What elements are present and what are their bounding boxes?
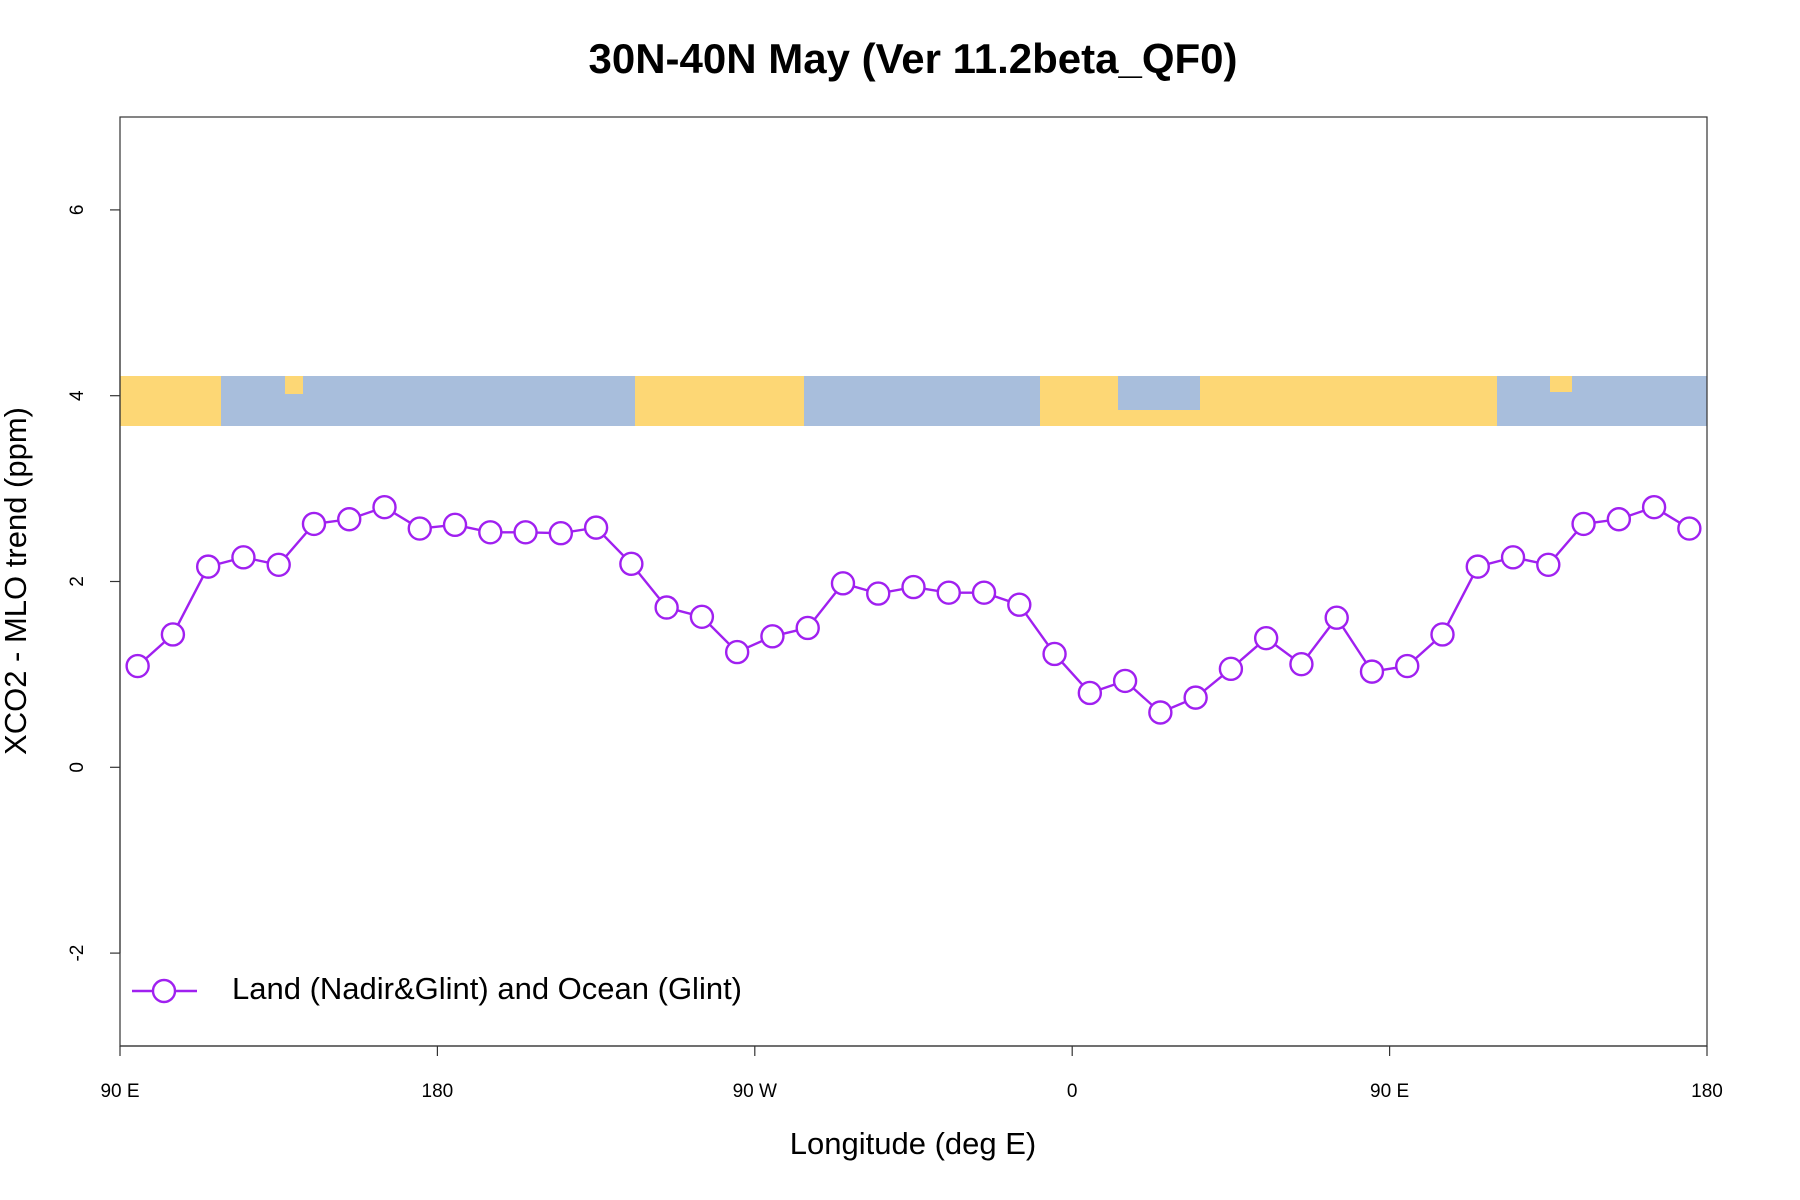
x-tick-label: 0 xyxy=(1067,1081,1078,1102)
data-point xyxy=(372,494,397,520)
data-point xyxy=(1571,511,1596,537)
data-point xyxy=(1289,651,1314,677)
data-point xyxy=(301,511,327,537)
data-point xyxy=(901,574,926,600)
data-point xyxy=(1430,622,1455,647)
map-land xyxy=(1118,410,1200,426)
data-point xyxy=(160,622,186,647)
data-point xyxy=(195,554,221,579)
data-point xyxy=(1253,625,1279,651)
data-point xyxy=(1395,653,1420,679)
y-tick-label: 6 xyxy=(67,205,88,216)
data-point xyxy=(548,520,574,546)
series xyxy=(125,494,1702,725)
y-tick-label: -2 xyxy=(67,945,88,962)
legend-label: Land (Nadir&Glint) and Ocean (Glint) xyxy=(232,971,742,1006)
x-tick-label: 90 W xyxy=(733,1081,777,1102)
map-strip xyxy=(120,376,1707,426)
data-point xyxy=(442,512,468,538)
x-tick-label: 90 E xyxy=(1370,1081,1409,1102)
data-point xyxy=(266,552,291,577)
y-axis-title: XCO2 - MLO trend (ppm) xyxy=(0,407,33,755)
data-point xyxy=(936,580,961,605)
data-point xyxy=(1148,700,1173,725)
data-point xyxy=(795,615,820,641)
legend-marker xyxy=(151,978,177,1004)
x-tick-label: 180 xyxy=(422,1081,454,1102)
data-point xyxy=(407,516,432,541)
data-point xyxy=(337,507,362,532)
data-point xyxy=(1641,494,1667,520)
data-point xyxy=(830,571,856,596)
data-point xyxy=(1077,680,1103,706)
data-point xyxy=(1007,592,1032,617)
chart-title: 30N-40N May (Ver 11.2beta_QF0) xyxy=(589,35,1238,82)
map-land xyxy=(1040,376,1118,426)
data-point xyxy=(866,581,891,606)
data-point xyxy=(513,520,538,545)
data-point xyxy=(971,580,997,605)
data-point xyxy=(619,551,644,577)
data-point xyxy=(1042,641,1067,667)
data-point xyxy=(1359,659,1385,684)
map-land xyxy=(120,376,221,426)
data-point xyxy=(1324,605,1349,630)
data-point xyxy=(654,595,679,620)
data-point xyxy=(231,545,256,570)
map-land xyxy=(1200,376,1497,426)
y-tick-label: 0 xyxy=(67,762,88,773)
data-point xyxy=(478,520,503,545)
data-point xyxy=(1677,516,1702,541)
data-point xyxy=(125,653,150,679)
data-point xyxy=(1112,668,1138,694)
series-line xyxy=(136,505,1690,714)
map-land xyxy=(285,376,303,394)
map-land xyxy=(635,376,804,426)
data-point xyxy=(724,639,750,665)
data-point xyxy=(1536,552,1561,577)
y-tick-label: 4 xyxy=(67,390,88,401)
x-axis-title: Longitude (deg E) xyxy=(790,1126,1036,1161)
data-point xyxy=(760,624,785,649)
data-point xyxy=(1465,554,1490,579)
x-tick-label: 180 xyxy=(1691,1081,1723,1102)
y-tick-label: 2 xyxy=(67,576,88,587)
data-point xyxy=(1218,656,1244,682)
x-tick-label: 90 E xyxy=(100,1081,139,1102)
data-point xyxy=(1606,507,1632,532)
data-point xyxy=(689,604,715,630)
data-point xyxy=(1183,685,1208,710)
data-point xyxy=(1500,545,1526,570)
data-point xyxy=(583,515,609,540)
map-land xyxy=(1550,376,1572,392)
